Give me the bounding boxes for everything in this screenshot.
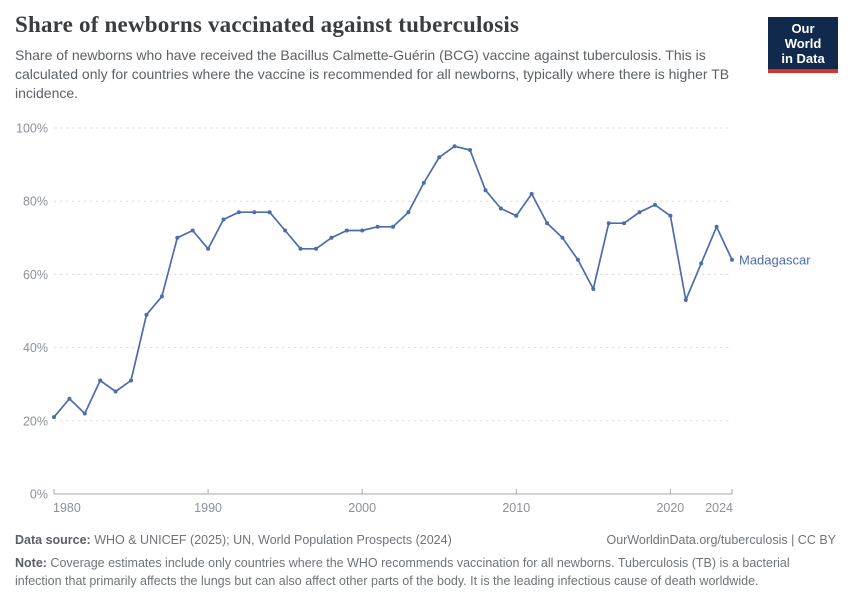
data-point [98,378,103,383]
data-point [730,257,734,262]
x-tick-label: 2000 [348,501,376,515]
attribution-link[interactable]: OurWorldinData.org/tuberculosis | CC BY [606,533,837,547]
data-point [283,228,288,233]
data-line [53,145,733,418]
data-point [221,217,226,222]
data-point [699,261,704,266]
y-tick-label: 0% [30,488,48,502]
series-end-label: Madagascar [739,252,811,267]
note-label: Note: [15,556,47,570]
x-tick-label: 2010 [502,501,530,515]
y-tick-label: 20% [23,414,48,428]
x-tick-label: 1990 [194,501,222,515]
data-point [375,224,380,229]
data-source: Data source: WHO & UNICEF (2025); UN, Wo… [15,531,452,549]
chart-note: Note: Coverage estimates include only co… [15,554,836,590]
owid-logo-line2: in Data [781,51,825,66]
note-value: Coverage estimates include only countrie… [15,556,790,588]
data-point [344,228,349,233]
data-point [653,202,657,207]
data-point [175,235,180,240]
data-point [668,213,673,218]
data-point [129,378,133,383]
owid-logo[interactable]: Our World in Data [768,17,838,73]
chart-header: Share of newborns vaccinated against tub… [15,12,838,103]
data-point [298,246,303,251]
data-point [206,246,211,251]
data-point [360,228,365,233]
data-point [714,224,719,229]
x-tick-label: 2020 [656,501,684,515]
data-point [267,210,272,215]
data-point [406,210,411,215]
y-tick-label: 80% [23,195,48,209]
data-source-label: Data source: [15,533,91,547]
data-point [113,389,118,394]
line-chart: 0% 20% 40% 60% 80% 100% 1980 1990 2000 2010 2020 20… [16,122,811,516]
data-point [329,235,334,240]
data-point [514,213,519,218]
owid-logo-line1: Our World [784,21,822,51]
chart-subtitle: Share of newborns who have received the … [15,47,730,101]
data-point [545,221,550,226]
data-point [606,221,611,226]
chart-area: 0% 20% 40% 60% 80% 100% 1980 1990 2000 2010 2020 20… [0,115,850,525]
data-point [190,228,195,233]
data-point [437,155,442,160]
data-point [575,257,580,262]
data-point [560,235,565,240]
page-title: Share of newborns vaccinated against tub… [15,12,520,37]
data-point [529,191,534,196]
data-point [314,246,318,251]
data-point [591,287,596,291]
data-source-value: WHO & UNICEF (2025); UN, World Populatio… [90,533,452,547]
data-point [52,415,56,420]
data-point [637,210,642,215]
data-point [468,148,472,152]
x-tick-label: 2024 [705,501,733,515]
data-point [452,144,457,149]
y-tick-label: 100% [16,122,48,136]
chart-footer: Data source: WHO & UNICEF (2025); UN, Wo… [15,531,836,590]
data-point [683,298,688,302]
data-point [67,396,72,401]
data-point [622,221,627,226]
data-point [483,188,488,193]
data-point [252,210,257,215]
data-point [159,294,164,299]
x-tick-label: 1980 [53,501,81,515]
data-point [391,224,395,229]
data-point [421,180,426,185]
data-point [144,312,149,317]
data-point [498,206,503,211]
data-point [236,210,241,215]
y-tick-label: 40% [23,341,48,355]
data-point [82,411,87,416]
y-tick-label: 60% [23,268,48,282]
